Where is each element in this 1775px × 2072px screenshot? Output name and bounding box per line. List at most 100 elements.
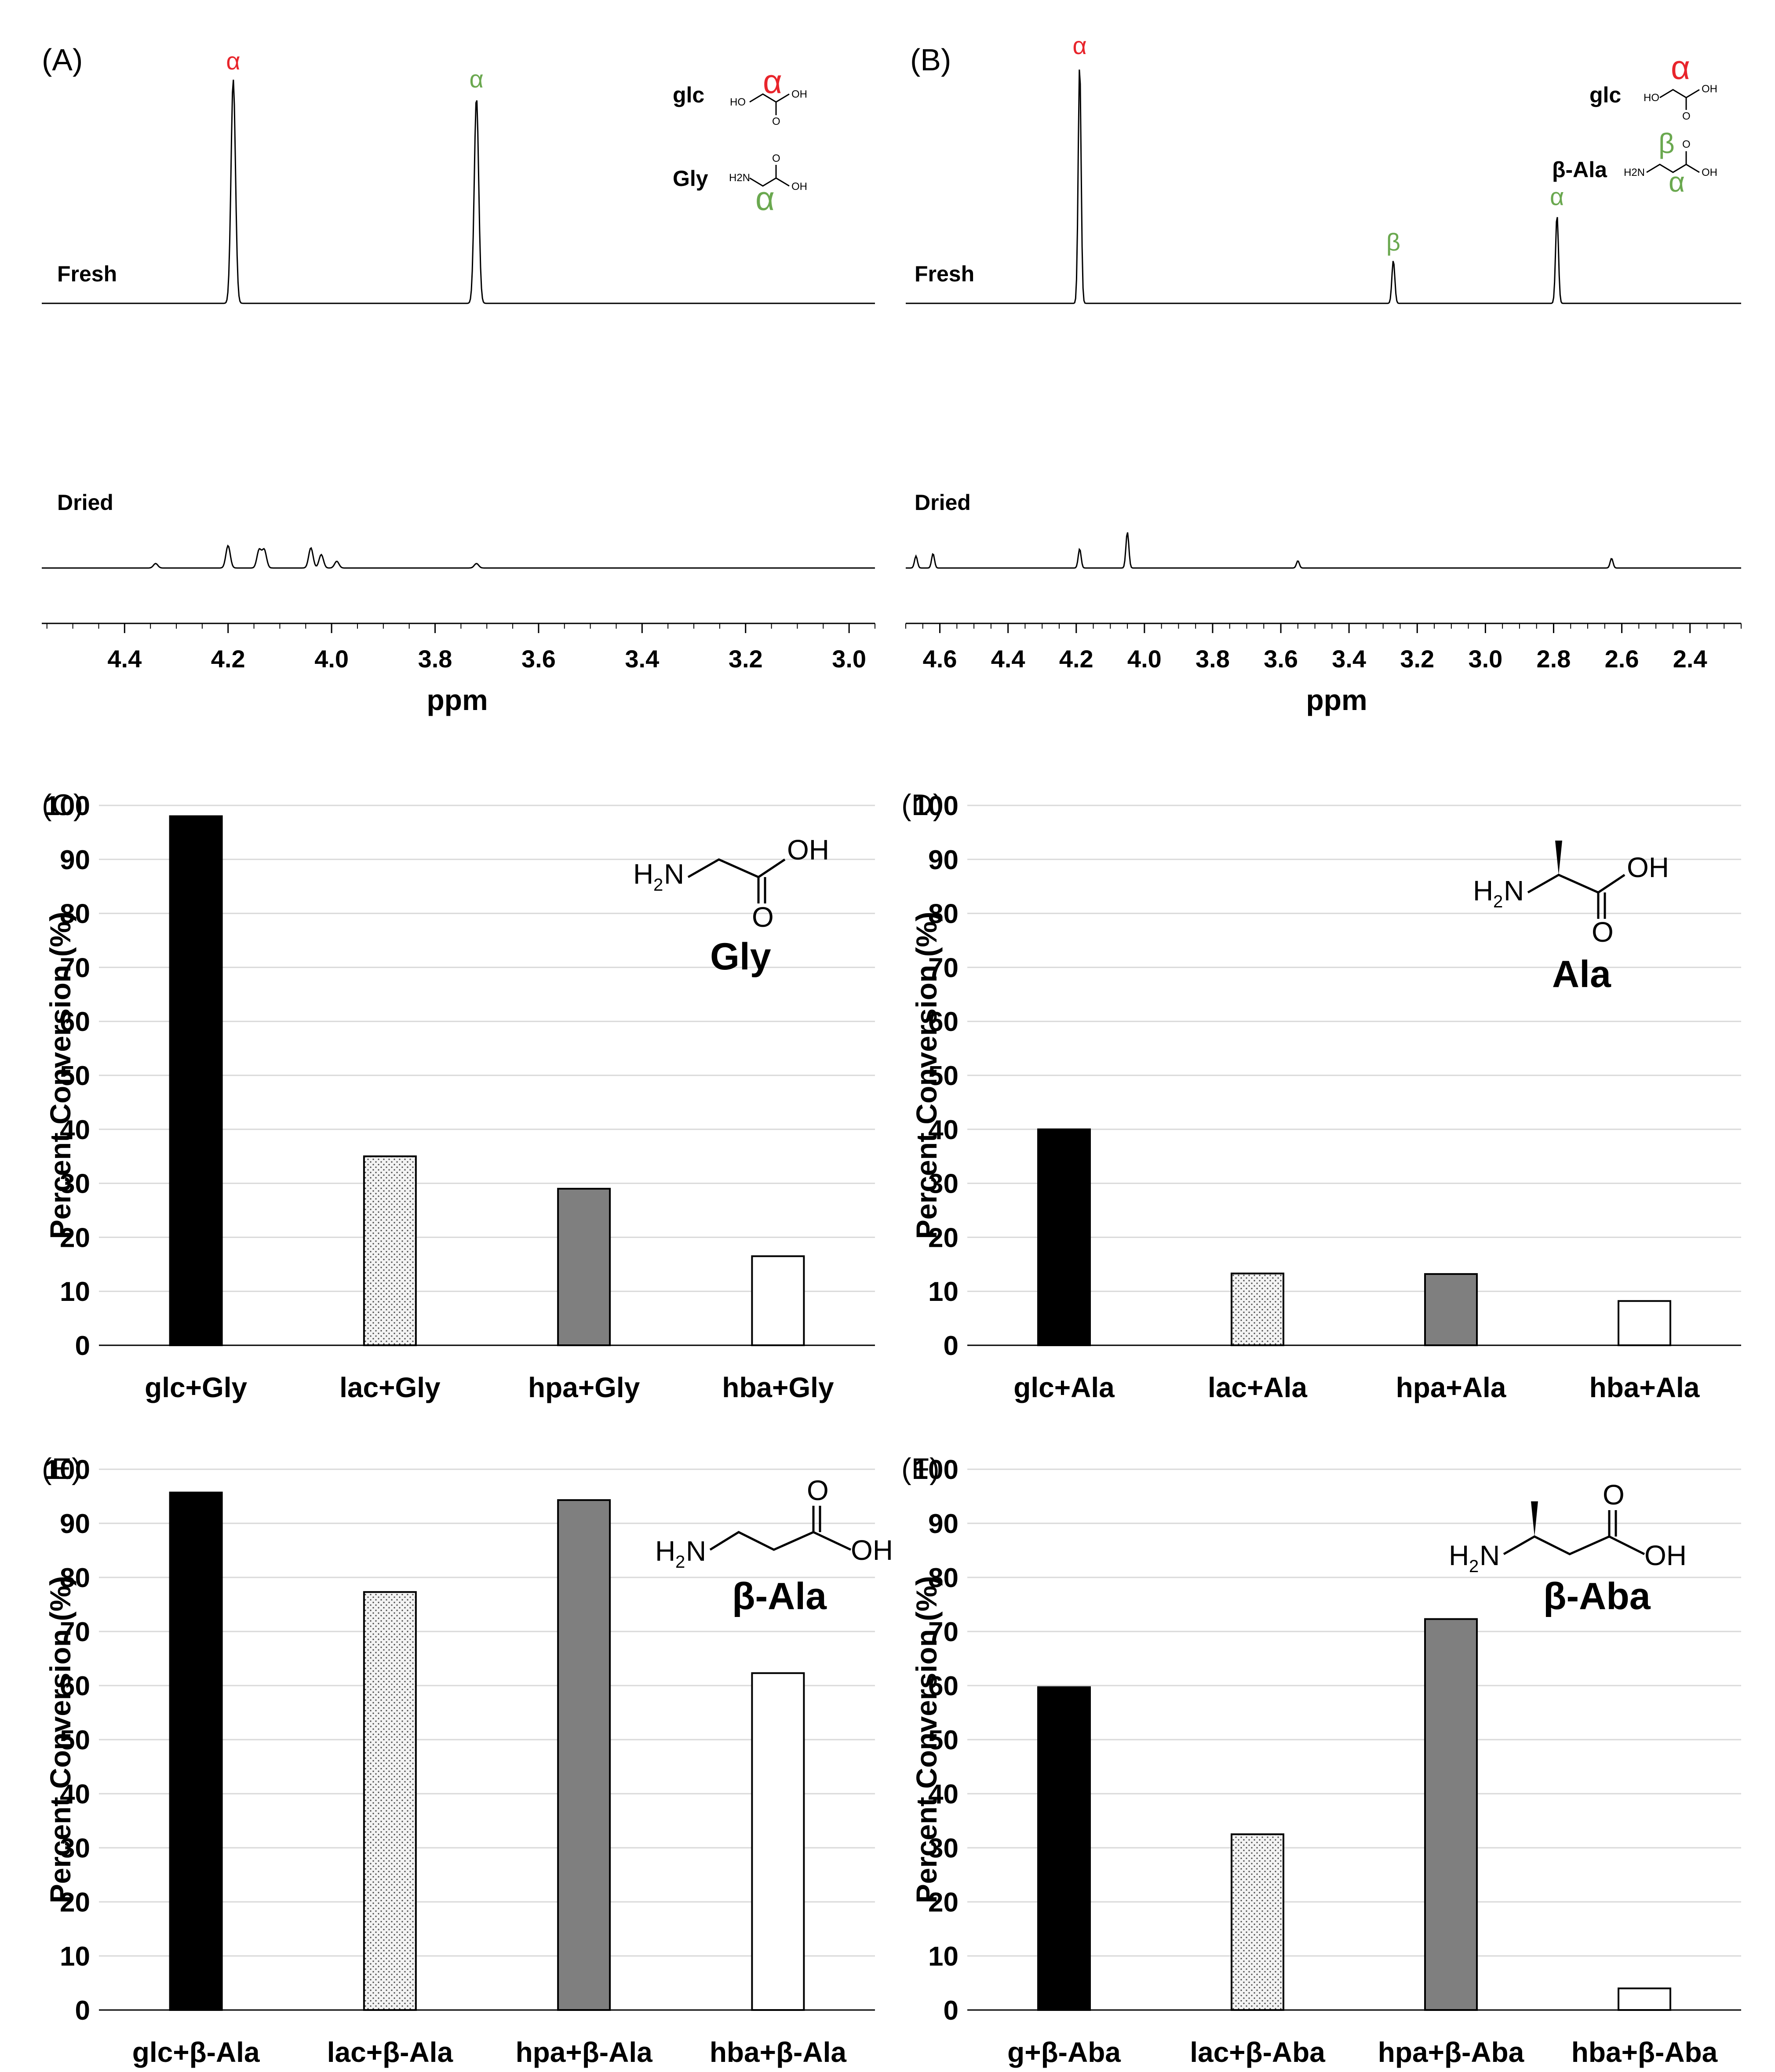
y-tick-label: 20: [60, 1223, 90, 1253]
molecule-bonds: [1503, 1535, 1645, 1555]
y-tick-label: 0: [75, 1331, 90, 1361]
y-tick-label: 60: [928, 1007, 959, 1037]
tick-label: 4.2: [1059, 645, 1093, 673]
atom-label: OH: [1644, 1540, 1687, 1571]
molecule-name: Gly: [673, 166, 708, 191]
category-label: glc+Gly: [145, 1372, 247, 1403]
ppm-ticks: 4.6 4.4 4.2 4.0 3.8 3.6 3.4 3.2 3.0 2.8 2.6 2.4: [905, 623, 1742, 673]
molecule-bonds: [709, 1531, 852, 1551]
y-tick-label: 20: [928, 1887, 959, 1918]
category-label: hba+Gly: [722, 1372, 834, 1403]
trace-label-fresh: Fresh: [57, 262, 117, 286]
category-label: hpa+β-Aba: [1378, 2036, 1524, 2068]
atom-label: 2: [675, 1552, 685, 1572]
y-axis-label: Percent Conversion (%): [910, 912, 943, 1239]
y-tick-label: 60: [60, 1671, 90, 1701]
bar-panel-d: (D) 0 10 20 30 40 50 60 70 80 90 100 Percent Convers…: [901, 788, 1741, 1403]
atom-label: O: [752, 901, 774, 933]
y-tick-label: 50: [928, 1061, 959, 1091]
bar-panel-c: (C) 0 10 20 30 40 50 60 70 80 90 100 Percent Convers…: [42, 788, 875, 1403]
tick-label: 2.6: [1605, 645, 1639, 673]
tick-label: 3.8: [418, 645, 452, 673]
trace-label-dried: Dried: [915, 490, 971, 515]
peak-label: β: [1386, 228, 1400, 256]
y-tick-label: 40: [60, 1115, 90, 1145]
tick-label: 4.4: [991, 645, 1025, 673]
atom-label: OH: [791, 88, 807, 100]
atom-label: O: [772, 116, 780, 127]
y-axis-label: Percent Conversion (%): [44, 1576, 77, 1904]
y-tick-label: 10: [928, 1277, 959, 1307]
tick-label: 4.4: [107, 645, 142, 673]
category-label: hba+Ala: [1589, 1372, 1700, 1403]
x-axis-label: ppm: [1306, 684, 1367, 716]
molecule-name: β-Ala: [1552, 157, 1607, 182]
category-label: lac+Gly: [339, 1372, 441, 1403]
y-tick-label: 90: [60, 1509, 90, 1539]
y-tick-label: 70: [60, 1617, 90, 1647]
atom-label: N: [1480, 1540, 1500, 1571]
y-tick-label: 80: [928, 1563, 959, 1593]
category-label: glc+β-Ala: [132, 2036, 260, 2068]
atom-label: OH: [851, 1534, 893, 1566]
molecule-glc: glc α HO O OH: [1589, 49, 1717, 122]
bar: [1037, 1686, 1091, 2011]
molecule-beta-ala-structure: H 2 N O OH β-Ala: [655, 1475, 893, 1617]
y-tick-label: 30: [928, 1833, 959, 1864]
y-tick-label: 100: [45, 791, 90, 821]
y-tick-label: 50: [60, 1725, 90, 1755]
atom-label: H2N: [1624, 167, 1645, 178]
tick-label: 3.4: [1332, 645, 1366, 673]
molecule-ala-structure: H 2 N O OH Ala: [1473, 841, 1669, 995]
category-label: hpa+Ala: [1396, 1372, 1506, 1403]
atom-label: OH: [791, 181, 807, 193]
wedge-bond: [1555, 841, 1562, 875]
peak-label: α: [226, 47, 240, 75]
peak-label: α: [1550, 182, 1564, 210]
tick-label: 2.4: [1673, 645, 1707, 673]
atom-label: OH: [787, 834, 829, 866]
y-tick-label: 20: [928, 1223, 959, 1253]
category-label: hpa+β-Ala: [516, 2036, 653, 2068]
tick-label: 3.0: [832, 645, 866, 673]
molecule-name: Gly: [710, 936, 771, 978]
molecule-gly-structure: H 2 N O OH Gly: [633, 834, 829, 978]
atom-label: O: [1682, 110, 1691, 122]
alpha-label-green: α: [1669, 166, 1685, 198]
atom-label: O: [807, 1475, 829, 1506]
molecule-name: β-Aba: [1543, 1575, 1651, 1617]
molecule-name: glc: [1589, 83, 1621, 107]
tick-label: 3.2: [729, 645, 763, 673]
bar: [557, 1499, 611, 2011]
y-tick-label: 60: [928, 1671, 959, 1701]
molecule-bonds: [749, 177, 790, 187]
bar: [169, 1491, 223, 2011]
y-tick-label: 100: [45, 1455, 90, 1485]
atom-label: H2N: [729, 172, 750, 184]
category-label: hpa+Gly: [528, 1372, 640, 1403]
spectrum-dried: [906, 532, 1741, 569]
y-axis-label: Percent Conversion (%): [44, 912, 77, 1239]
category-label: lac+β-Aba: [1190, 2036, 1325, 2068]
bar: [1424, 1273, 1478, 1347]
molecule-bonds: [1646, 164, 1700, 173]
y-tick-label: 50: [60, 1061, 90, 1091]
panel-label: (B): [910, 43, 951, 77]
peak-labels: α β α: [1072, 32, 1564, 256]
trace-label-dried: Dried: [57, 490, 113, 515]
tick-label: 3.6: [1264, 645, 1298, 673]
molecule-name: glc: [673, 83, 704, 107]
molecule-beta-ala: β-Ala β H2N O OH α: [1552, 127, 1717, 198]
molecule-beta-aba-structure: H 2 N O OH β-Aba: [1449, 1479, 1687, 1617]
bar: [1231, 1833, 1284, 2011]
peak-label: α: [1072, 32, 1086, 59]
y-tick-label: 70: [928, 1617, 959, 1647]
tick-label: 3.8: [1195, 645, 1230, 673]
bar: [1037, 1128, 1091, 1347]
y-tick-label: 0: [944, 1996, 959, 2026]
y-tick-label: 40: [928, 1779, 959, 1810]
atom-label: N: [1504, 875, 1524, 907]
molecule-bonds: [1527, 874, 1626, 894]
atom-label: H: [1473, 875, 1493, 907]
